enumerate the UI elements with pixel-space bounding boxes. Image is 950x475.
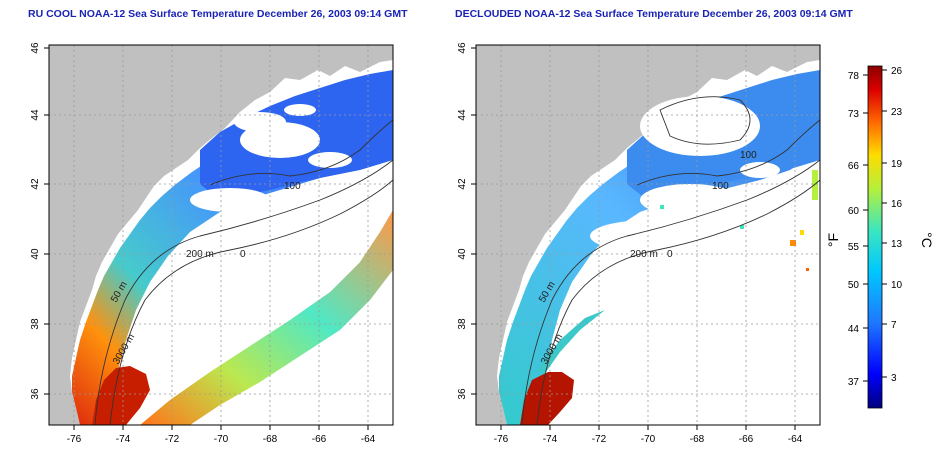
right-y-tick: 36 xyxy=(457,388,468,400)
fahrenheit-tick: 50 xyxy=(848,280,860,291)
gulf-stream-warm-core xyxy=(92,366,150,425)
right-graticule xyxy=(476,45,820,425)
left-y-tick: 36 xyxy=(30,388,41,400)
contour-label-200m: 200 m xyxy=(186,249,214,260)
fahrenheit-tick: 37 xyxy=(848,377,860,388)
left-y-tick: 46 xyxy=(30,42,41,54)
left-y-tick: 42 xyxy=(30,178,41,190)
slope-warm-pixels xyxy=(660,170,818,271)
left-y-tick: 40 xyxy=(30,248,41,260)
left-x-tick: -72 xyxy=(165,434,180,445)
celsius-tick: 10 xyxy=(891,280,903,291)
right-x-tick: -76 xyxy=(494,434,509,445)
colorbar-gradient xyxy=(867,65,883,409)
celsius-axis-label: °C xyxy=(919,232,935,248)
celsius-tick: 26 xyxy=(891,66,903,77)
nearshore-warm-band xyxy=(536,310,605,372)
fahrenheit-tick: 44 xyxy=(848,324,860,335)
contour-label-200m: 200 m xyxy=(630,249,658,260)
temperature-colorbar: 78 73 66 60 55 50 44 37 26 23 19 16 13 1… xyxy=(825,65,935,409)
left-x-tick: -64 xyxy=(361,434,376,445)
left-map-panel: 200 m 100 50 m 3000 m 0 -76 -74 -72 -70 … xyxy=(30,42,394,445)
celsius-tick: 7 xyxy=(891,320,897,331)
fahrenheit-tick: 73 xyxy=(848,109,860,120)
left-y-tick: 38 xyxy=(30,318,41,330)
fahrenheit-tick: 60 xyxy=(848,206,860,217)
left-x-tick: -68 xyxy=(263,434,278,445)
right-x-tick: -72 xyxy=(592,434,607,445)
left-graticule xyxy=(49,45,393,425)
cloud-patches xyxy=(190,104,352,212)
left-y-tick: 44 xyxy=(30,109,41,121)
right-x-tick: -66 xyxy=(739,434,754,445)
cloudy-open-ocean xyxy=(168,226,365,356)
left-x-tick: -74 xyxy=(116,434,131,445)
contour-label-100: 100 xyxy=(284,181,301,192)
contour-label-0: 0 xyxy=(667,249,673,260)
right-y-tick: 40 xyxy=(457,248,468,260)
slope-water-band xyxy=(140,210,393,425)
fahrenheit-tick: 55 xyxy=(848,242,860,253)
celsius-tick: 16 xyxy=(891,199,903,210)
right-x-tick: -70 xyxy=(641,434,656,445)
right-x-tick: -64 xyxy=(788,434,803,445)
right-x-tick: -68 xyxy=(690,434,705,445)
fahrenheit-axis-label: °F xyxy=(825,233,841,247)
right-y-tick: 44 xyxy=(457,109,468,121)
left-panel-title: RU COOL NOAA-12 Sea Surface Temperature … xyxy=(28,8,408,20)
contour-label-0: 0 xyxy=(240,249,246,260)
left-x-tick: -76 xyxy=(67,434,82,445)
cloud-patches xyxy=(590,96,780,252)
left-x-tick: -66 xyxy=(312,434,327,445)
left-bathymetry-contours xyxy=(94,119,394,426)
contour-label-100: 100 xyxy=(712,181,729,192)
left-x-tick: -70 xyxy=(214,434,229,445)
celsius-tick: 19 xyxy=(891,159,903,170)
right-map-panel: 200 m 100 50 m 3000 m 0 100 -76 -74 -72 … xyxy=(457,42,821,445)
right-x-tick: -74 xyxy=(543,434,558,445)
right-bathymetry-contours xyxy=(521,96,821,426)
land-mass xyxy=(49,45,393,425)
gulf-stream-warm-core xyxy=(520,372,574,425)
fahrenheit-tick: 66 xyxy=(848,161,860,172)
celsius-tick: 13 xyxy=(891,239,903,250)
right-y-tick: 42 xyxy=(457,178,468,190)
right-y-tick: 38 xyxy=(457,318,468,330)
right-panel-title: DECLOUDED NOAA-12 Sea Surface Temperatur… xyxy=(455,8,853,20)
contour-label-100-north: 100 xyxy=(740,150,757,161)
land-mass xyxy=(476,45,820,425)
right-y-tick: 46 xyxy=(457,42,468,54)
fahrenheit-tick: 78 xyxy=(848,71,860,82)
celsius-tick: 3 xyxy=(891,373,897,384)
celsius-tick: 23 xyxy=(891,107,903,118)
